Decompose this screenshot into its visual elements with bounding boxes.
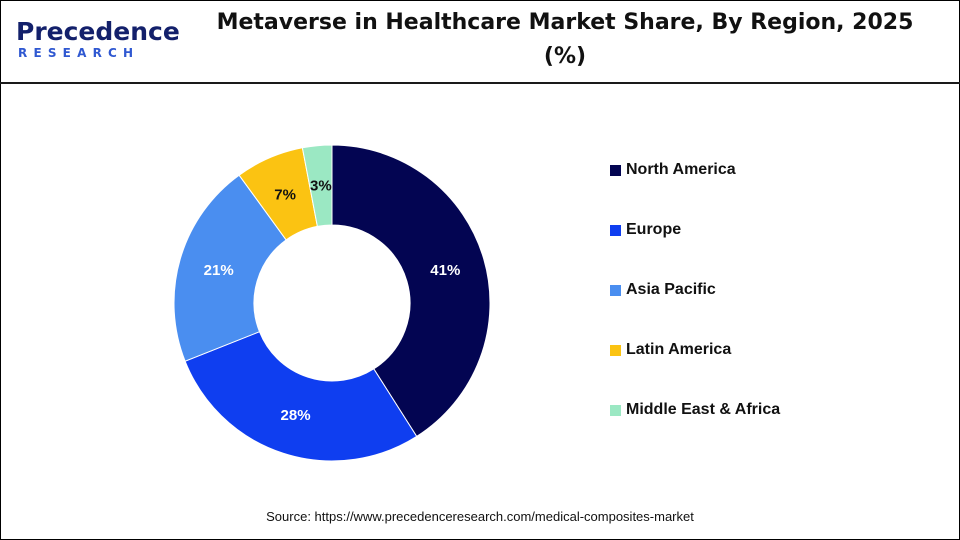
slice-middle-east-and-africa bbox=[301, 144, 333, 227]
legend-swatch bbox=[610, 344, 621, 356]
data-label-north-america: 41% bbox=[430, 262, 460, 279]
header-divider bbox=[0, 82, 960, 84]
data-label-latin-america: 7% bbox=[274, 187, 296, 204]
precedence-research-logo: Precedence RESEARCH bbox=[16, 18, 180, 66]
data-label-asia-pacific: 21% bbox=[204, 262, 234, 279]
data-label-middle-east-and-africa: 3% bbox=[310, 178, 332, 195]
legend-swatch bbox=[610, 404, 621, 416]
legend-label: Latin America bbox=[626, 341, 732, 358]
legend-item-latin-america: Latin America bbox=[610, 340, 731, 360]
logo-wordmark: Precedence bbox=[16, 17, 180, 46]
legend-swatch bbox=[610, 164, 621, 176]
legend-label: Middle East & Africa bbox=[626, 401, 781, 418]
legend-item-asia-pacific: Asia Pacific bbox=[610, 280, 716, 300]
legend-label: Europe bbox=[626, 221, 682, 238]
slice-north-america bbox=[331, 144, 491, 438]
donut-chart: 41% 28% 21% 7% 3% bbox=[173, 144, 491, 462]
source-note: Source: https://www.precedenceresearch.c… bbox=[266, 509, 694, 524]
slice-asia-pacific bbox=[173, 174, 287, 362]
legend-label: Asia Pacific bbox=[626, 281, 716, 298]
legend-item-middle-east-and-africa: Middle East & Africa bbox=[610, 400, 780, 420]
header: Precedence RESEARCH Metaverse in Healthc… bbox=[0, 0, 960, 83]
slice-europe bbox=[184, 331, 418, 462]
data-label-europe: 28% bbox=[281, 407, 311, 424]
logo-subtitle: RESEARCH bbox=[18, 46, 140, 60]
legend-swatch bbox=[610, 224, 621, 236]
legend-item-europe: Europe bbox=[610, 220, 681, 240]
legend-label: North America bbox=[626, 161, 736, 178]
chart-title: Metaverse in Healthcare Market Share, By… bbox=[216, 10, 914, 69]
legend-swatch bbox=[610, 284, 621, 296]
legend-item-north-america: North America bbox=[610, 160, 736, 180]
